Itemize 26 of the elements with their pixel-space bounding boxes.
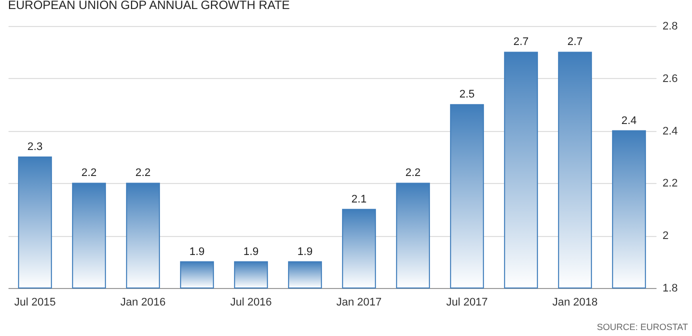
data-label: 2.5 [459, 88, 475, 101]
x-tick-label: Jul 2017 [446, 296, 488, 308]
y-tick-label: 2 [662, 230, 669, 242]
y-tick-label: 2.8 [662, 20, 678, 32]
data-label: 2.3 [27, 141, 43, 153]
x-tick-label: Jul 2016 [230, 296, 272, 308]
x-tick-label: Jan 2016 [120, 296, 166, 308]
data-label: 1.9 [189, 246, 205, 258]
data-label: 2.1 [351, 193, 367, 206]
x-tick-label: Jan 2018 [552, 296, 598, 308]
y-tick-label: 2.6 [662, 72, 678, 85]
source-note: SOURCE: EUROSTAT [596, 322, 688, 332]
data-label: 2.7 [567, 36, 583, 48]
x-tick-label: Jan 2017 [336, 296, 382, 308]
data-label: 2.2 [135, 167, 151, 180]
y-tick-label: 2.2 [662, 178, 678, 190]
chart-title: EUROPEAN UNION GDP ANNUAL GROWTH RATE [8, 0, 290, 12]
data-label: 2.2 [81, 167, 97, 180]
data-label: 2.2 [405, 167, 421, 180]
data-label: 2.7 [513, 36, 529, 48]
data-label: 1.9 [243, 246, 259, 258]
x-tick-label: Jul 2015 [14, 296, 56, 308]
data-label: 1.9 [297, 246, 313, 258]
y-tick-label: 2.4 [662, 125, 678, 138]
y-tick-label: 1.8 [662, 282, 678, 294]
data-label: 2.4 [621, 114, 637, 127]
